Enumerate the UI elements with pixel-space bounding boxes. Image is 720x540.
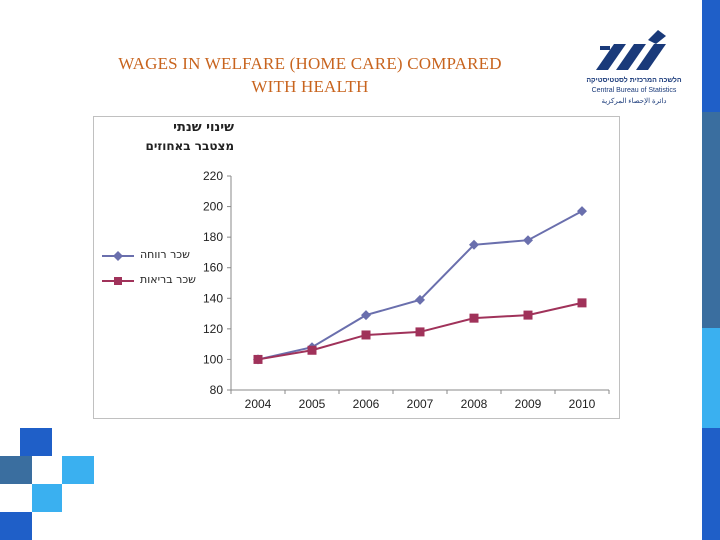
y-tick-label: 200 [203, 200, 223, 214]
slide-title-line-2: WITH HEALTH [251, 77, 369, 96]
data-point-health [469, 313, 479, 323]
decorative-square [62, 456, 94, 484]
y-tick-label: 160 [203, 261, 223, 275]
slide-title: WAGES IN WELFARE (HOME CARE) COMPARED WI… [40, 52, 580, 98]
decorative-square [0, 456, 32, 484]
legend-label-welfare: שכר רווחה [140, 248, 190, 261]
logo-english-text: Central Bureau of Statistics [591, 87, 677, 94]
y-tick-label: 180 [203, 230, 223, 244]
x-tick-label: 2005 [299, 397, 326, 411]
y-tick-label: 100 [203, 352, 223, 366]
chart-title: שינוי שנתי [173, 120, 234, 135]
legend-label-health: שכר בריאות [140, 273, 196, 286]
chart-area: שינוי שנתי מצטבר באחוזים שכר רווחה שכר ב… [93, 116, 620, 419]
data-point-welfare [577, 206, 587, 217]
right-accent-bar-top [702, 0, 720, 112]
x-tick-label: 2006 [353, 397, 380, 411]
decorative-square [0, 512, 32, 540]
right-accent-bar-bottom [702, 428, 720, 540]
cbs-logo: הלשכה המרכזית לסטטיסטיקה Central Bureau … [586, 30, 682, 112]
data-point-welfare [523, 235, 533, 246]
data-point-health [415, 327, 425, 337]
x-tick-label: 2007 [407, 397, 434, 411]
line-chart: 80 100 120 140 160 180 200 220 2004 2005 2006 2007 2… [203, 169, 610, 411]
data-point-welfare [361, 310, 371, 321]
legend-marker-diamond-icon [102, 251, 134, 261]
data-point-welfare [415, 294, 425, 305]
cbs-emblem-icon [596, 30, 666, 70]
data-point-welfare [469, 239, 479, 250]
data-point-health [523, 310, 533, 320]
data-point-health [253, 354, 263, 364]
right-accent-bar-middle [702, 112, 720, 328]
x-tick-label: 2008 [461, 397, 488, 411]
legend-marker-square-icon [102, 277, 134, 285]
data-point-health [577, 298, 587, 308]
data-point-health [307, 345, 317, 355]
right-accent-bar-light [702, 328, 720, 428]
logo-arabic-text: دائرة الإحصاء المركزية [601, 98, 667, 105]
slide-title-line-1: WAGES IN WELFARE (HOME CARE) COMPARED [118, 54, 502, 73]
x-tick-label: 2009 [515, 397, 542, 411]
series-line-welfare [257, 210, 583, 361]
logo-hebrew-text: הלשכה המרכזית לסטטיסטיקה [586, 77, 682, 84]
x-tick-label: 2010 [569, 397, 596, 411]
decorative-square [20, 428, 52, 456]
y-tick-label: 220 [203, 169, 223, 183]
data-point-health [361, 330, 371, 340]
x-tick-label: 2004 [245, 397, 272, 411]
chart-subtitle: מצטבר באחוזים [145, 139, 235, 153]
y-tick-label: 140 [203, 291, 223, 305]
decorative-square [32, 484, 62, 512]
y-tick-label: 120 [203, 322, 223, 336]
y-tick-label: 80 [210, 383, 224, 397]
